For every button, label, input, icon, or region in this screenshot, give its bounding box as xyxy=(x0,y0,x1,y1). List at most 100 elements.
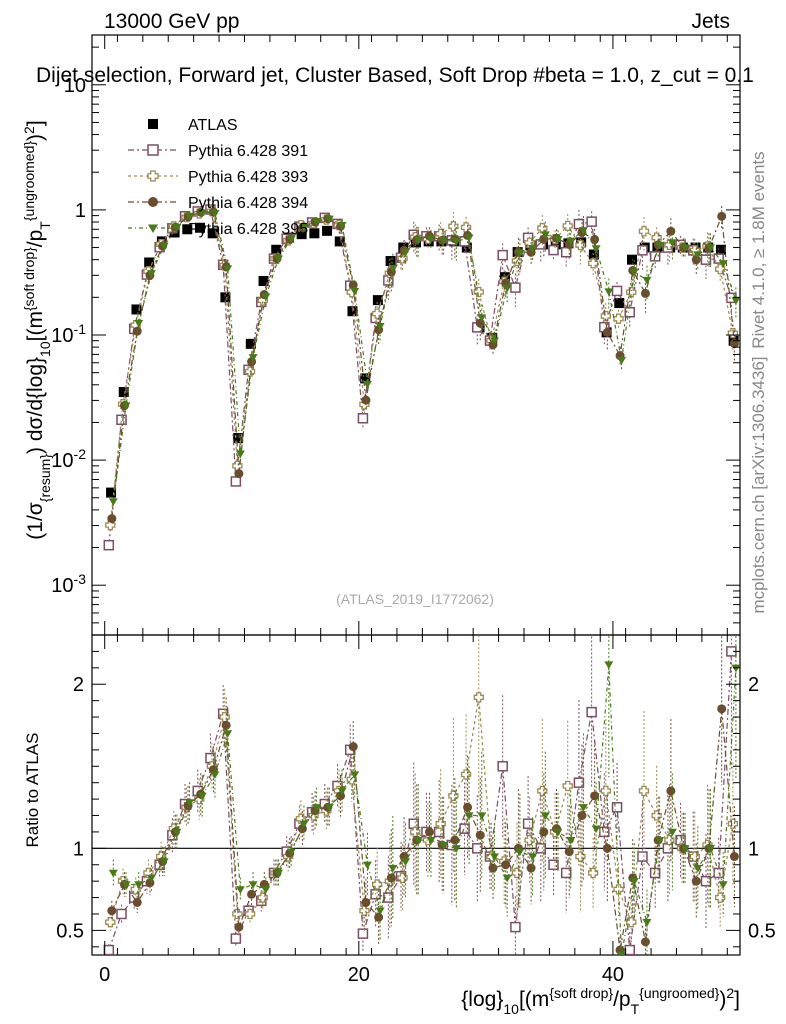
pythia-6-428-393-point xyxy=(587,258,599,269)
atlas-point xyxy=(614,298,625,309)
pythia-6-428-395-point xyxy=(578,227,588,235)
pythia-6-428-395-ratio-point xyxy=(121,881,131,889)
pythia-6-428-393-ratio-point xyxy=(435,818,446,829)
atlas-point xyxy=(182,224,193,235)
pythia-6-428-395-point xyxy=(312,218,322,226)
pythia-6-428-391-ratio-point xyxy=(700,875,712,887)
pythia-6-428-395-point xyxy=(350,287,360,296)
pythia-6-428-391-point xyxy=(586,216,597,227)
pythia-6-428-394-point xyxy=(361,395,371,405)
pythia-6-428-395-point xyxy=(515,250,525,258)
atlas-point xyxy=(245,338,256,349)
pythia-6-428-395-ratio-point xyxy=(350,771,360,779)
pythia-6-428-393-ratio-point xyxy=(232,908,243,920)
pythia-6-428-394-ratio-point xyxy=(526,863,536,873)
pythia-6-428-393-ratio-point xyxy=(638,785,650,797)
pythia-6-428-393-point xyxy=(371,308,383,319)
pythia-6-428-395-point xyxy=(540,231,550,239)
pythia-6-428-394-ratio-point xyxy=(450,835,460,845)
pythia-6-428-395-ratio-point xyxy=(553,828,563,837)
pythia-6-428-393-ratio-point xyxy=(460,769,472,780)
pythia-6-428-395-point xyxy=(273,255,283,264)
atlas-point xyxy=(106,487,117,498)
pythia-6-428-395-ratio-point xyxy=(731,664,740,673)
pythia-6-428-395-ratio-point xyxy=(705,845,715,853)
pythia-6-428-395-ratio-point xyxy=(566,836,576,845)
atlas-point xyxy=(118,387,129,398)
pythia-6-428-395-ratio-point xyxy=(375,907,385,916)
atlas-point xyxy=(334,236,345,247)
pythia-6-428-393-ratio-point xyxy=(346,774,357,785)
pythia-6-428-393-ratio-point xyxy=(600,785,611,797)
pythia-6-428-395-point xyxy=(604,288,614,297)
y-tick-label: 1 xyxy=(75,200,86,222)
pythia-6-428-395-ratio-point xyxy=(680,845,690,853)
pythia-6-428-394-ratio-point xyxy=(463,802,473,812)
pythia-6-428-395-point xyxy=(439,237,449,245)
pythia-6-428-391-ratio-point xyxy=(586,706,597,718)
legend-marker-pythia-6-428-391 xyxy=(147,144,159,156)
atlas-point xyxy=(715,244,726,255)
legend-marker-pythia-6-428-394 xyxy=(148,197,158,207)
atlas-point xyxy=(360,373,371,384)
pythia-6-428-395-point xyxy=(528,245,538,253)
pythia-6-428-393-point xyxy=(473,286,484,298)
pythia-6-428-391-point xyxy=(700,254,712,265)
pythia-6-428-394-ratio-point xyxy=(107,906,117,916)
pythia-6-428-395-point xyxy=(210,209,220,218)
pythia-6-428-395-ratio-point xyxy=(108,869,118,878)
pythia-6-428-394-ratio-point xyxy=(666,786,676,796)
pythia-6-428-394-ratio-point xyxy=(539,827,549,837)
y-tick-label: 10-2 xyxy=(51,446,86,472)
legend-marker-pythia-6-428-393 xyxy=(147,170,159,182)
pythia-6-428-394-ratio-point xyxy=(348,742,358,752)
atlas-point xyxy=(144,257,155,268)
pythia-6-428-394-point xyxy=(602,327,612,337)
pythia-6-428-394-ratio-point xyxy=(488,863,498,873)
pythia-6-428-394-ratio-point xyxy=(717,704,727,714)
atlas-point xyxy=(372,295,383,306)
pythia-6-428-395-ratio-point xyxy=(210,771,220,779)
pythia-6-428-395-point xyxy=(413,236,423,245)
header-right: Jets xyxy=(691,10,730,33)
pythia-6-428-394-ratio-point xyxy=(691,876,701,886)
pythia-6-428-393-ratio-line xyxy=(109,697,734,923)
pythia-6-428-395-ratio-point xyxy=(299,820,309,829)
pythia-6-428-394-ratio-point xyxy=(564,847,574,857)
pythia-6-428-393-ratio-point xyxy=(244,908,256,920)
pythia-6-428-394-ratio-point xyxy=(361,897,371,907)
pythia-6-428-395-ratio-point xyxy=(172,828,182,837)
pythia-6-428-395-ratio-point xyxy=(642,919,652,927)
pythia-6-428-393-ratio-point xyxy=(613,884,624,895)
pythia-6-428-395-ratio-point xyxy=(439,841,449,850)
ratio-frame xyxy=(91,634,741,956)
pythia-6-428-395-point xyxy=(489,337,499,346)
atlas-point xyxy=(461,242,472,253)
pythia-6-428-395-point xyxy=(451,238,461,246)
atlas-point xyxy=(385,256,396,267)
pythia-6-428-394-ratio-point xyxy=(602,843,612,853)
ratio-plot xyxy=(92,635,740,955)
pythia-6-428-393-point xyxy=(105,519,116,531)
pythia-6-428-394-ratio-point xyxy=(424,827,434,837)
pythia-6-428-395-point xyxy=(553,236,563,244)
pythia-6-428-395-ratio-point xyxy=(718,881,728,889)
pythia-6-428-395-ratio-point xyxy=(578,804,588,812)
pythia-6-428-393-ratio-point xyxy=(130,884,141,895)
pythia-6-428-391-ratio-point xyxy=(230,933,242,944)
pythia-6-428-395-ratio-point xyxy=(667,828,677,837)
pythia-6-428-393-ratio-point xyxy=(448,790,459,801)
x-tick-label: 0 xyxy=(99,964,110,986)
ratio-y-label: Ratio to ATLAS xyxy=(23,733,42,848)
pythia-6-428-391-ratio-point xyxy=(510,921,521,933)
atlas-point xyxy=(627,254,637,265)
pythia-6-428-395-point xyxy=(617,356,627,365)
pythia-6-428-393-point xyxy=(638,226,650,237)
pythia-6-428-395-point xyxy=(591,245,601,253)
pythia-6-428-395-ratio-point xyxy=(286,848,296,857)
pythia-6-428-391-point xyxy=(510,282,521,293)
pythia-6-428-393-point xyxy=(575,240,586,251)
legend-marker-pythia-6-428-395 xyxy=(148,224,158,233)
legend-marker-atlas xyxy=(148,119,158,129)
pythia-6-428-395-point xyxy=(642,276,652,285)
